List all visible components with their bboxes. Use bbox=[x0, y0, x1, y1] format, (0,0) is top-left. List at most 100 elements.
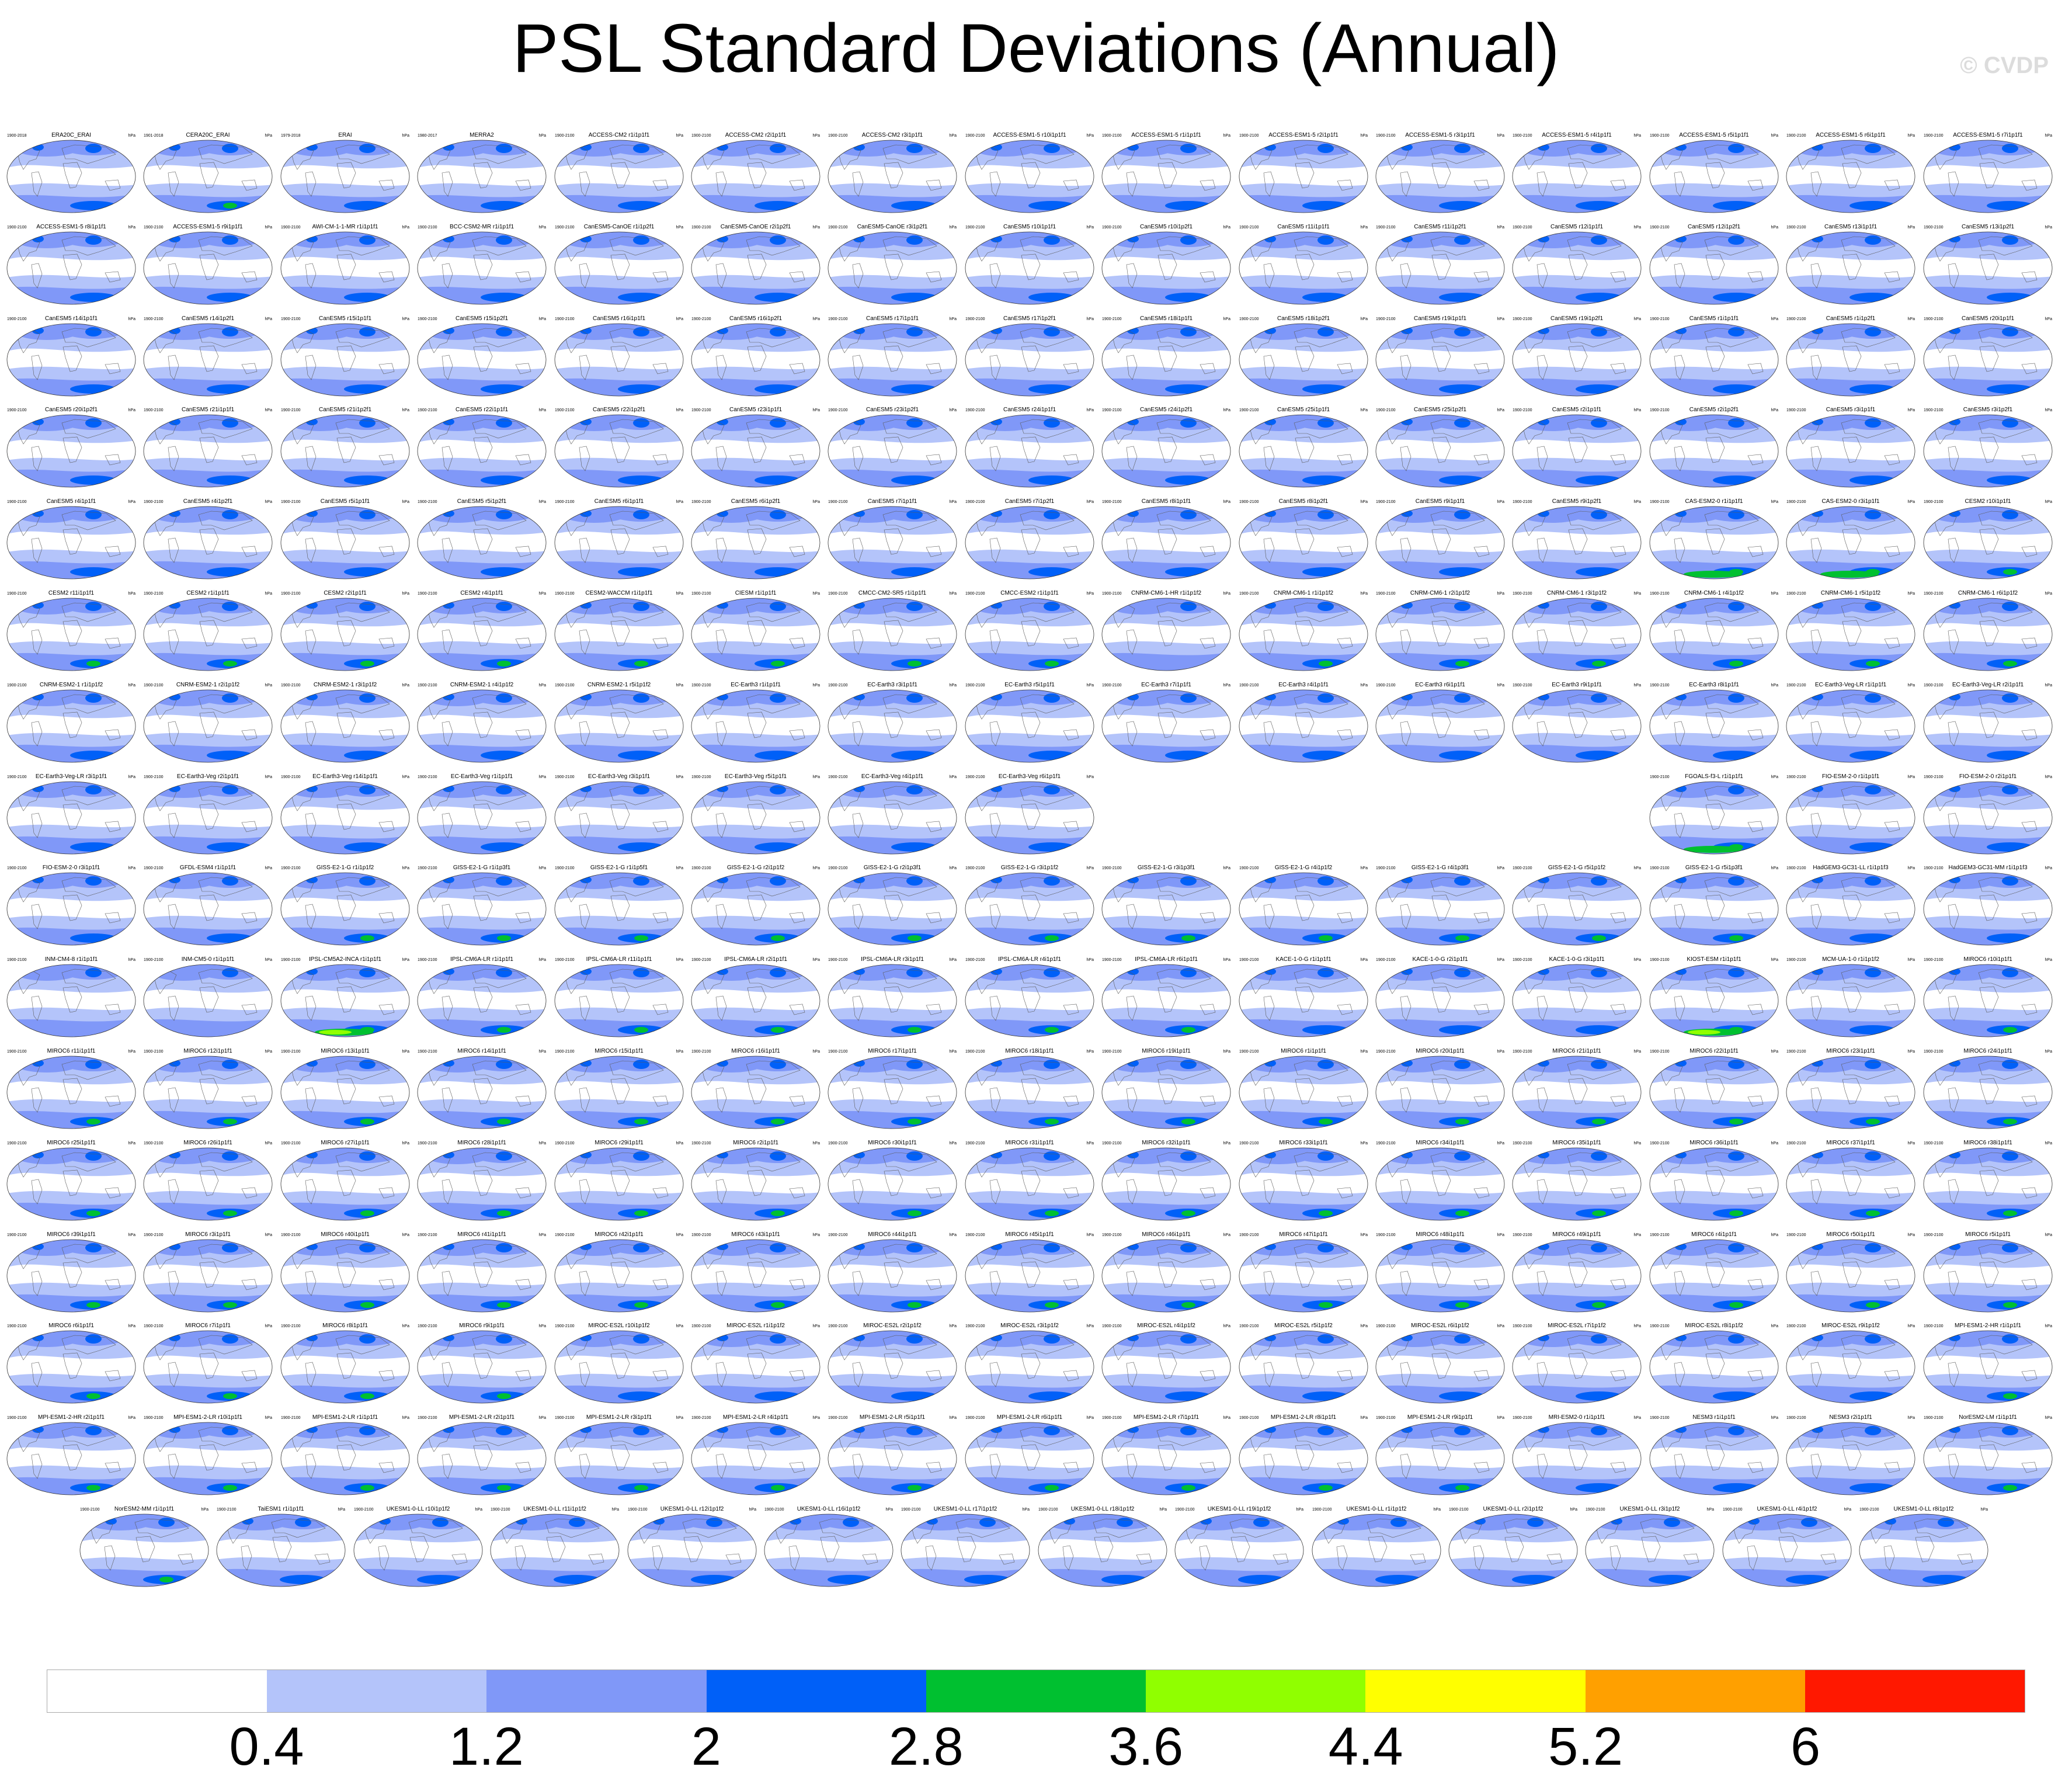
continent-outline bbox=[61, 969, 116, 988]
continent-outline bbox=[378, 1095, 395, 1107]
panel-years: 1900-2100 bbox=[828, 1141, 848, 1146]
continent-outline bbox=[31, 721, 43, 747]
north-pacific-center bbox=[1180, 418, 1197, 428]
panel-units: hPa bbox=[950, 1141, 957, 1146]
map-field bbox=[1449, 1514, 1577, 1587]
globe-outline bbox=[1649, 231, 1779, 305]
globe-outline bbox=[143, 323, 273, 396]
map-field bbox=[1376, 1147, 1504, 1220]
panel-title: GISS-E2-1-G r1i1p3f1 bbox=[453, 865, 511, 871]
continent-outline bbox=[1537, 1179, 1548, 1205]
panel-title: CNRM-CM6-1 r6i1p1f2 bbox=[1958, 590, 2018, 596]
map-field bbox=[828, 964, 957, 1037]
continent-outline bbox=[1063, 729, 1079, 741]
panel-years: 1900-2100 bbox=[555, 500, 575, 504]
panel-title: MPI-ESM1-2-LR r4i1p1f1 bbox=[723, 1414, 789, 1421]
panel-units: hPa bbox=[265, 1050, 273, 1054]
north-pacific-center bbox=[2001, 144, 2018, 153]
panel-title: CNRM-CM6-1 r3i1p1f2 bbox=[1547, 590, 1607, 596]
continent-outline bbox=[1979, 345, 1998, 372]
continent-outline bbox=[1126, 629, 1138, 655]
continent-outline bbox=[789, 1370, 805, 1382]
continent-outline bbox=[1567, 328, 1622, 347]
tropical-low-variance bbox=[828, 348, 957, 369]
continent-outline bbox=[1569, 254, 1588, 280]
tropical-low-variance bbox=[280, 1355, 409, 1377]
panel-units: hPa bbox=[676, 1050, 683, 1054]
panel-units: hPa bbox=[813, 500, 821, 504]
north-pacific-center bbox=[1727, 693, 1744, 703]
panel-title: UKESM1-0-LL r4i1p1f2 bbox=[1757, 1506, 1817, 1512]
north-pacific-center bbox=[1180, 1242, 1197, 1252]
continent-outline bbox=[1337, 454, 1353, 466]
continent-outline bbox=[473, 711, 493, 738]
tropical-low-variance bbox=[1376, 1172, 1504, 1193]
globe-outline bbox=[691, 231, 821, 305]
north-pacific-center bbox=[1727, 1151, 1744, 1161]
continent-outline bbox=[715, 1362, 727, 1388]
continent-outline bbox=[1473, 637, 1490, 649]
tropical-low-variance bbox=[828, 1264, 957, 1285]
map-field bbox=[1649, 140, 1778, 213]
continent-outline bbox=[336, 1261, 356, 1287]
tropical-low-variance bbox=[554, 256, 683, 277]
continent-outline bbox=[1337, 1462, 1353, 1473]
continent-outline bbox=[579, 813, 590, 838]
panel-units: hPa bbox=[128, 1416, 136, 1420]
panel-years: 1900-2100 bbox=[965, 958, 985, 962]
tropical-low-variance bbox=[280, 531, 409, 553]
panel-years: 1900-2100 bbox=[1376, 592, 1396, 596]
panel-years: 1900-2100 bbox=[555, 683, 575, 688]
continent-outline bbox=[378, 363, 395, 374]
panel-units: hPa bbox=[1908, 408, 1915, 412]
north-pacific-center bbox=[906, 510, 923, 520]
continent-outline bbox=[715, 446, 727, 472]
continent-outline bbox=[715, 355, 727, 380]
globe-outline bbox=[417, 598, 547, 671]
globe-outline bbox=[691, 1056, 821, 1129]
continent-outline bbox=[1704, 1335, 1759, 1355]
continent-outline bbox=[883, 694, 938, 714]
globe-outline bbox=[828, 964, 957, 1037]
panel-title: CanESM5 r7i1p1f1 bbox=[868, 498, 917, 505]
globe-outline bbox=[1375, 964, 1505, 1037]
globe-outline bbox=[280, 1422, 410, 1495]
continent-outline bbox=[441, 1362, 453, 1388]
continent-outline bbox=[305, 1271, 317, 1296]
panel-title: MIROC6 r35i1p1f1 bbox=[1553, 1140, 1602, 1146]
panel-years: 1900-2100 bbox=[1239, 1233, 1259, 1237]
continent-outline bbox=[199, 1426, 253, 1446]
continent-outline bbox=[609, 419, 664, 439]
continent-outline bbox=[1842, 895, 1862, 921]
panel-title: MPI-ESM1-2-HR r2i1p1f1 bbox=[38, 1414, 105, 1421]
north-pacific-center bbox=[1043, 876, 1060, 886]
panel-title: CMCC-ESM2 r1i1p1f1 bbox=[1000, 590, 1059, 596]
globe-outline bbox=[965, 781, 1094, 854]
continent-outline bbox=[2021, 1370, 2037, 1382]
panel-years: 1900-2100 bbox=[281, 1050, 301, 1054]
continent-outline bbox=[789, 363, 805, 374]
continent-outline bbox=[1431, 986, 1451, 1013]
tropical-low-variance bbox=[1859, 1539, 1988, 1560]
continent-outline bbox=[105, 1187, 121, 1199]
map-field bbox=[1649, 231, 1778, 304]
map-field bbox=[1102, 598, 1231, 671]
globe-outline bbox=[691, 1330, 821, 1404]
continent-outline bbox=[853, 1087, 864, 1113]
continent-outline bbox=[610, 711, 630, 738]
continent-outline bbox=[335, 511, 390, 530]
continent-outline bbox=[200, 711, 219, 738]
panel-title: CIESM r1i1p1f1 bbox=[735, 590, 777, 596]
panel-title: CNRM-ESM2-1 r4i1p1f2 bbox=[450, 682, 514, 688]
continent-outline bbox=[1400, 537, 1412, 563]
north-pacific-center bbox=[1043, 144, 1060, 153]
